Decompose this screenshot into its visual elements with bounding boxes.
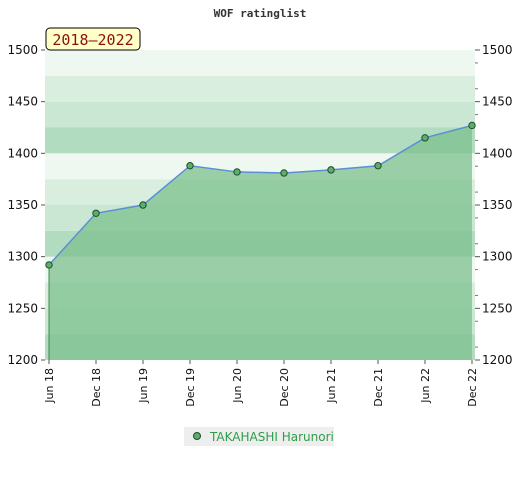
x-tick-label: Dec 18 <box>90 368 103 407</box>
period-label: 2018–2022 <box>52 31 133 49</box>
grid-band <box>45 50 475 76</box>
data-point[interactable] <box>139 201 147 209</box>
data-point[interactable] <box>421 134 429 142</box>
y-tick-label: 1250 <box>482 301 513 315</box>
data-point[interactable] <box>374 162 382 170</box>
y-tick-label: 1300 <box>482 250 513 264</box>
series-area-fill <box>49 125 472 360</box>
y-tick-label: 1250 <box>7 301 38 315</box>
y-tick-label: 1350 <box>7 198 38 212</box>
y-tick-label: 1400 <box>482 146 513 160</box>
series-line <box>48 124 473 266</box>
x-tick-label: Jun 19 <box>137 368 150 404</box>
y-tick-label: 1200 <box>482 353 513 367</box>
data-point[interactable] <box>45 261 53 269</box>
y-tick-label: 1450 <box>482 95 513 109</box>
data-point[interactable] <box>468 121 476 130</box>
y-axis-right: 1200 1250 1300 1350 1400 1450 1500 <box>475 43 513 367</box>
x-tick-label: Jun 20 <box>231 368 244 404</box>
series-markers <box>45 121 476 269</box>
y-tick-label: 1200 <box>7 353 38 367</box>
y-tick-label: 1400 <box>7 146 38 160</box>
legend[interactable]: TAKAHASHI Harunori <box>184 427 334 446</box>
legend-label: TAKAHASHI Harunori <box>209 430 334 444</box>
y-tick-label: 1350 <box>482 198 513 212</box>
y-tick-label: 1450 <box>7 95 38 109</box>
x-tick-label: Jun 18 <box>43 368 56 404</box>
legend-marker <box>193 432 201 440</box>
y-axis-left: 1200 1250 1300 1350 1400 1450 1500 <box>7 43 45 367</box>
data-point[interactable] <box>280 169 288 177</box>
grid-band <box>45 75 475 102</box>
series-area <box>48 124 473 360</box>
y-tick-label: 1300 <box>7 250 38 264</box>
x-axis: Jun 18 Dec 18 Jun 19 Dec 19 Jun 20 Dec 20 Jun … <box>43 360 479 407</box>
x-tick-label: Dec 21 <box>372 368 385 407</box>
x-tick-label: Dec 22 <box>466 368 479 407</box>
x-tick-label: Jun 21 <box>325 368 338 404</box>
grid-band <box>45 101 475 128</box>
y-tick-label: 1500 <box>482 43 513 57</box>
chart-title: WOF ratinglist <box>214 7 307 20</box>
x-tick-label: Jun 22 <box>419 368 432 404</box>
x-tick-label: Dec 20 <box>278 368 291 407</box>
data-point[interactable] <box>186 162 194 170</box>
data-point[interactable] <box>233 168 241 176</box>
x-tick-label: Dec 19 <box>184 368 197 407</box>
period-badge: 2018–2022 <box>45 27 141 51</box>
data-point[interactable] <box>92 209 100 217</box>
y-tick-label: 1500 <box>7 43 38 57</box>
grid-band <box>45 127 475 154</box>
data-point[interactable] <box>327 166 335 174</box>
